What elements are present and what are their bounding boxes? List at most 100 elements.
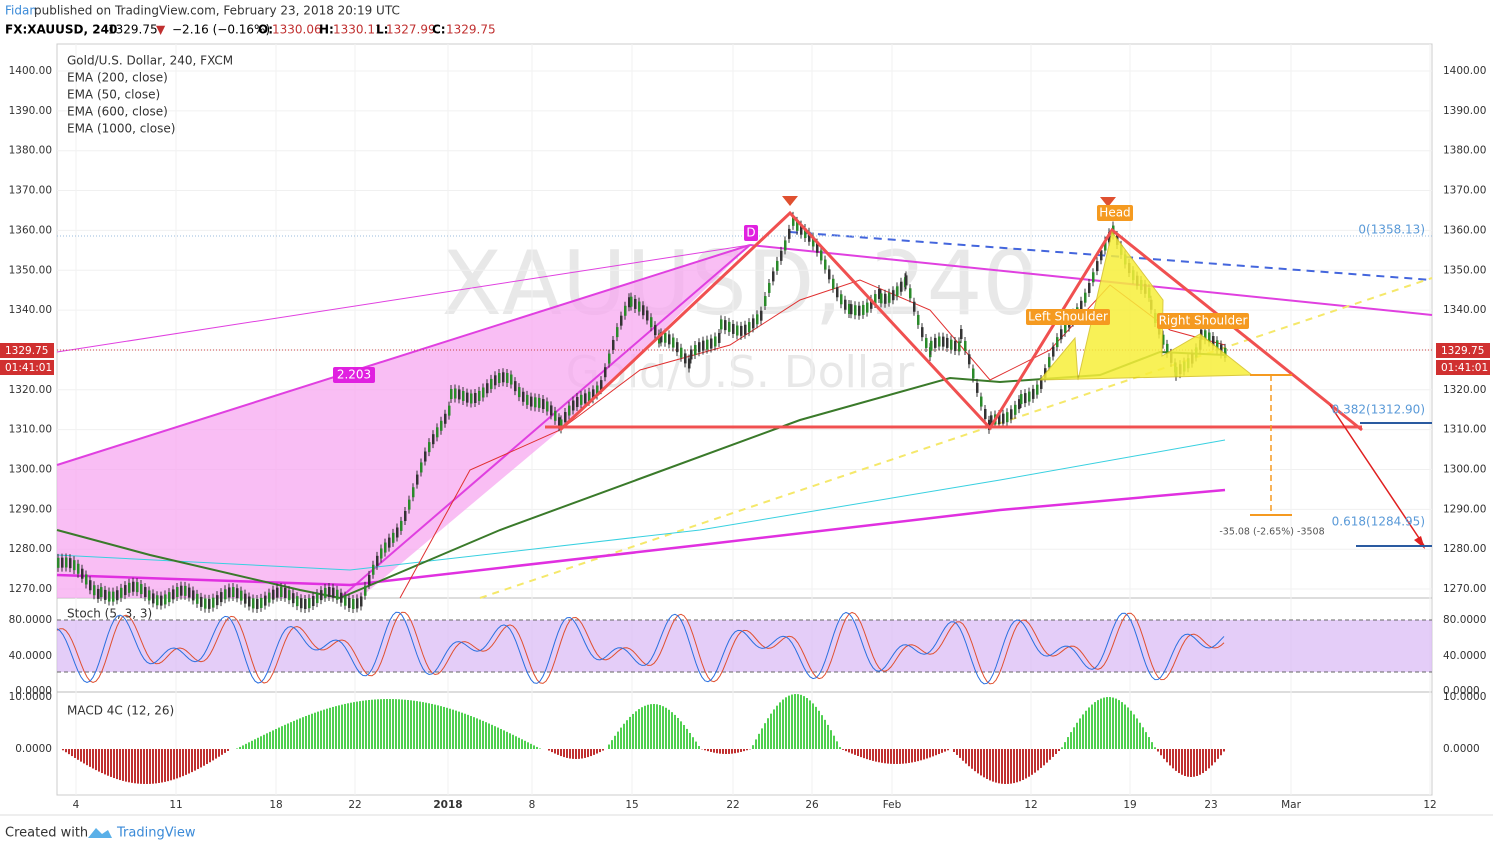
macd-bar [755,739,757,749]
candle [89,580,92,591]
fib-label: 0(1358.13) [1358,223,1425,237]
macd-bar [1145,732,1147,749]
macd-bar [767,718,769,749]
macd-bar [209,749,211,763]
macd-bar [1043,749,1045,766]
macd-bar [1031,749,1033,775]
price-badge [1436,343,1490,358]
candle [432,434,435,445]
macd-bar [269,731,271,749]
macd-bar [239,746,241,749]
macd-bar [833,735,835,749]
legend-study: EMA (1000, close) [67,122,175,136]
macd-bar [569,749,571,759]
macd-bar [1124,704,1126,749]
time-label: 12 [1423,799,1436,811]
macd-bar [332,706,334,749]
macd-bar [200,749,202,768]
candle [646,310,649,321]
candle [128,582,131,593]
macd-bar [782,699,784,749]
pattern-fill [57,245,750,598]
candle [694,345,697,356]
macd-bar [422,702,424,749]
candle [870,298,873,309]
candle [1014,404,1017,415]
macd-bar [650,704,652,749]
annotation-box [1026,309,1110,325]
ema-line [56,488,1226,587]
symbol-info: 1327.99 [386,23,436,37]
time-label: 4 [73,799,80,811]
candle [240,590,243,601]
macd-bar [377,699,379,749]
candle [300,598,303,609]
macd-bar [1205,749,1207,771]
macd-bar [752,745,754,749]
symbol-info: FX:XAUUSD, 240 [5,23,117,37]
macd-bar [1112,697,1114,749]
candle [964,340,967,351]
macd-bar [227,749,229,751]
candle [550,405,553,416]
macd-bar [1034,749,1036,773]
stoch-k [56,611,1225,685]
macd-bar [1049,749,1051,760]
macd-bar [134,749,136,784]
macd-bar [683,725,685,749]
macd-bar [887,749,889,764]
annotation-box [1097,205,1133,221]
macd-bar [974,749,976,772]
candle [998,414,1001,425]
macd-bar [167,749,169,782]
price-label: 1350.00 [1443,264,1486,276]
macd-bar [143,749,145,784]
candle [93,585,96,596]
legend-title: Gold/U.S. Dollar, 240, FXCM [67,54,233,68]
candle [136,582,139,593]
macd-bar [953,749,955,752]
macd-bar [1178,749,1180,774]
candle [112,591,115,602]
macd-bar [785,697,787,749]
macd-bar [1082,714,1084,749]
macd-bar [470,715,472,749]
macd-bar [1088,707,1090,749]
macd-bar [896,749,898,764]
macd-bar [245,743,247,749]
macd-bar [500,728,502,749]
macd-bar [149,749,151,784]
candle [272,589,275,600]
macd-bar [788,695,790,749]
macd-bar [119,749,121,781]
macd-bar [401,699,403,749]
macd-bar [452,709,454,749]
price-label: 1380.00 [9,145,52,157]
macd-bar [1028,749,1030,777]
macd-bar [323,709,325,749]
candle [192,590,195,601]
hs-pattern [1038,230,1254,381]
macd-bar [608,744,610,749]
time-label: 22 [348,799,361,811]
macd-bar [656,704,658,749]
macd-bar [1094,702,1096,749]
price-label: 1360.00 [9,224,52,236]
macd-bar [425,702,427,749]
pattern-line [339,244,751,599]
candle [1162,334,1165,345]
candle [388,537,391,548]
macd-bar [497,727,499,749]
macd-bar [857,749,859,756]
candle [650,317,653,328]
candle [698,342,701,353]
macd-bar [413,700,415,749]
stoch-label: 80.0000 [9,614,52,626]
candle [858,305,861,316]
candle [804,228,807,239]
macd-bar [77,749,79,760]
candle [764,296,767,307]
macd-bar [635,711,637,749]
candle [1084,292,1087,303]
macd-bar [1109,697,1111,749]
